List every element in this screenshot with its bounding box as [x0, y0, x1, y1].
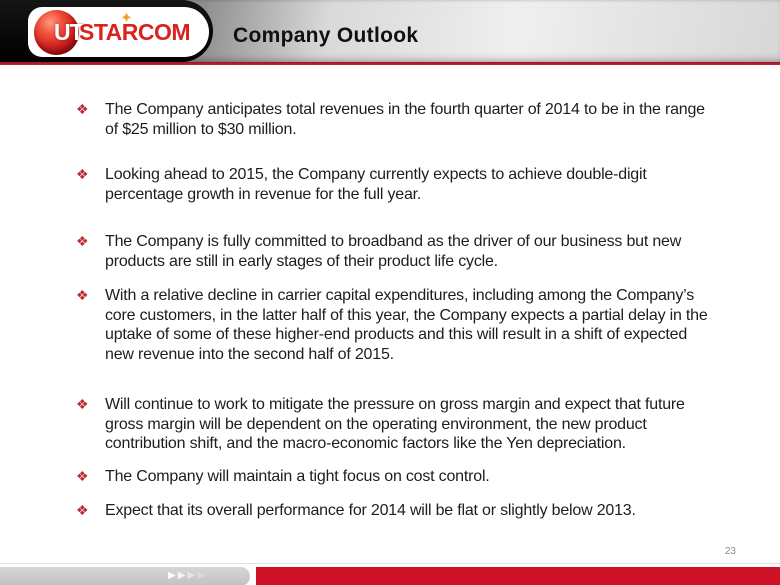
diamond-bullet-icon: ❖ — [76, 396, 89, 412]
list-item: ❖ The Company will maintain a tight focu… — [75, 467, 710, 487]
diamond-bullet-icon: ❖ — [76, 502, 89, 518]
list-item: ❖ Looking ahead to 2015, the Company cur… — [75, 165, 710, 204]
bullet-text: Will continue to work to mitigate the pr… — [105, 396, 685, 452]
list-item: ❖ Will continue to work to mitigate the … — [75, 395, 710, 454]
bullet-text: Looking ahead to 2015, the Company curre… — [105, 166, 647, 203]
list-item: ❖ Expect that its overall performance fo… — [75, 501, 710, 521]
logo-globe-icon — [34, 10, 79, 55]
logo-wordmark: STARCOM — [79, 19, 191, 45]
diamond-bullet-icon: ❖ — [76, 233, 89, 249]
arrow-icon: ▶ — [168, 570, 178, 581]
diamond-bullet-icon: ❖ — [76, 101, 89, 117]
arrow-icon: ▶ — [177, 570, 188, 581]
bullet-text: The Company anticipates total revenues i… — [105, 101, 705, 138]
bullet-text: Expect that its overall performance for … — [105, 502, 636, 519]
footer-red-bar — [256, 567, 780, 585]
bullet-text: The Company is fully committed to broadb… — [105, 233, 682, 270]
page-number: 23 — [724, 546, 736, 557]
bullet-list: ❖ The Company anticipates total revenues… — [75, 100, 710, 521]
diamond-bullet-icon: ❖ — [76, 166, 89, 182]
star-icon: ✦ — [121, 10, 132, 25]
list-item: ❖ The Company anticipates total revenues… — [75, 100, 710, 139]
arrow-icon: ▶ — [187, 570, 198, 581]
slide-footer: ▶▶▶▶ — [0, 563, 780, 585]
page-title: Company Outlook — [233, 24, 419, 47]
slide-body: ❖ The Company anticipates total revenues… — [0, 65, 780, 521]
forward-arrows-icon: ▶▶▶▶ — [168, 567, 207, 585]
footer-gray-bar: ▶▶▶▶ — [0, 567, 250, 585]
arrow-icon: ▶ — [197, 570, 207, 581]
list-item: ❖ With a relative decline in carrier cap… — [75, 286, 710, 364]
slide-header: UT STARCOM ✦ Company Outlook — [0, 0, 780, 62]
bullet-text: With a relative decline in carrier capit… — [105, 287, 708, 363]
bullet-text: The Company will maintain a tight focus … — [105, 467, 490, 485]
logo-ut-text: UT — [54, 19, 84, 45]
utstarcom-logo: UT STARCOM ✦ — [28, 7, 209, 57]
diamond-bullet-icon: ❖ — [76, 467, 89, 484]
header-divider — [0, 62, 780, 65]
list-item: ❖ The Company is fully committed to broa… — [75, 232, 710, 271]
diamond-bullet-icon: ❖ — [76, 287, 89, 303]
